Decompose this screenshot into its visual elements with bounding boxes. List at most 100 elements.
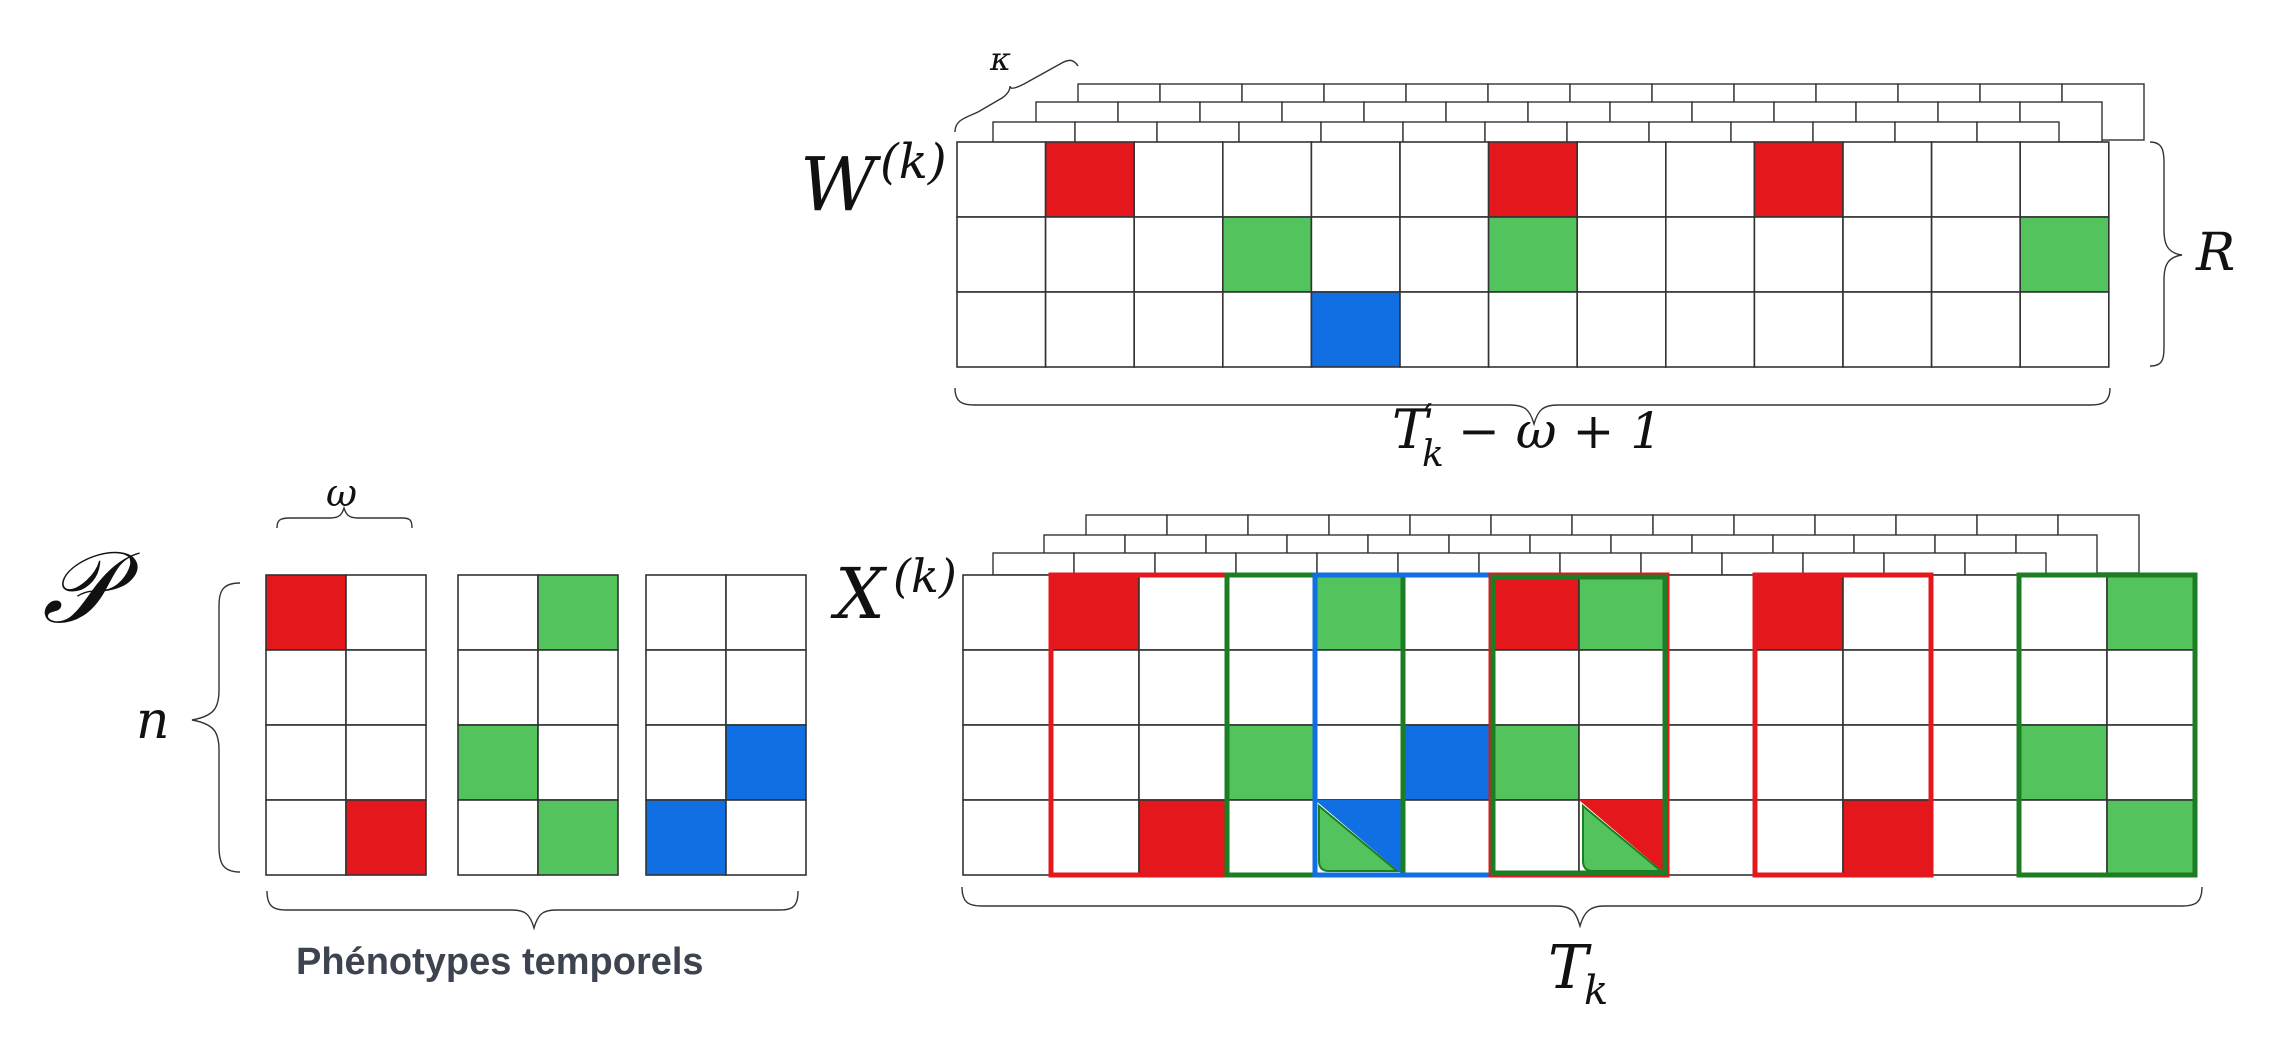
x-cell-r0-c1 [1050, 574, 1140, 651]
w-width-brace [954, 387, 2111, 427]
x-cell-r2-c5 [1402, 724, 1492, 801]
x-cell-r2-c11 [1930, 724, 2020, 801]
w-cell-r2-c10 [1842, 291, 1933, 368]
x-cell-r2-c8 [1666, 724, 1756, 801]
w-cell-r1-c6 [1487, 216, 1578, 293]
w-cell-r2-c0 [956, 291, 1047, 368]
x-cell-r0-c6 [1490, 574, 1580, 651]
x-cell-r0-c2 [1138, 574, 1228, 651]
w-stack-layer2-cell-2 [1156, 121, 1240, 145]
x-cell-r3-c5 [1402, 799, 1492, 876]
x-cell-r0-c12 [2018, 574, 2108, 651]
x-stack-layer2-cell-3 [1235, 552, 1318, 576]
phenotype-2-cell-r2-c1 [725, 724, 807, 801]
phenotype-2-cell-r0-c0 [645, 574, 727, 651]
phenotype-2-cell-r1-c1 [725, 649, 807, 726]
x-cell-r0-c3 [1226, 574, 1316, 651]
x-cell-r2-c0 [962, 724, 1052, 801]
phenotype-0-cell-r0-c1 [345, 574, 427, 651]
w-stack-layer2-cell-7 [1566, 121, 1650, 145]
n-brace [191, 582, 241, 873]
x-cell-r1-c2 [1138, 649, 1228, 726]
w-cell-r0-c9 [1753, 141, 1844, 218]
omega-label: ω [326, 471, 357, 515]
x-cell-r2-c4 [1314, 724, 1404, 801]
phenotype-0-cell-r1-c0 [265, 649, 347, 726]
x-stack-layer2-cell-0 [992, 552, 1075, 576]
x-cell-r1-c5 [1402, 649, 1492, 726]
w-stack-layer2-cell-11 [1894, 121, 1978, 145]
svg-text:T: T [1392, 398, 1432, 461]
x-cell-r3-c1 [1050, 799, 1140, 876]
x-matrix-grid [962, 574, 2196, 876]
phenotype-0-cell-r2-c1 [345, 724, 427, 801]
t-prime-label: T ′ k − ω + 1 [1392, 398, 1662, 475]
x-stack-layer2-cell-9 [1721, 552, 1804, 576]
x-cell-r1-c1 [1050, 649, 1140, 726]
phenotype-2-cell-r2-c0 [645, 724, 727, 801]
r-label: R [2195, 223, 2235, 283]
phenotype-0-cell-r2-c0 [265, 724, 347, 801]
x-cell-r1-c8 [1666, 649, 1756, 726]
w-cell-r0-c4 [1310, 141, 1401, 218]
tk-label: T k [1548, 933, 1608, 1014]
x-cell-r1-c6 [1490, 649, 1580, 726]
x-cell-r0-c7 [1578, 574, 1668, 651]
w-cell-r2-c12 [2019, 291, 2110, 368]
x-cell-r2-c12 [2018, 724, 2108, 801]
kappa-label: κ [989, 40, 1011, 78]
w-cell-r2-c4 [1310, 291, 1401, 368]
x-stack-layer2-cell-11 [1883, 552, 1966, 576]
w-cell-r0-c8 [1665, 141, 1756, 218]
phenotype-0-cell-r1-c1 [345, 649, 427, 726]
w-tensor-stack-layers [992, 83, 2145, 145]
x-stack-layer2-cell-4 [1316, 552, 1399, 576]
w-stack-layer2-cell-9 [1730, 121, 1814, 145]
x-cell-r2-c1 [1050, 724, 1140, 801]
w-cell-r1-c1 [1044, 216, 1135, 293]
w-cell-r2-c3 [1222, 291, 1313, 368]
w-cell-r2-c6 [1487, 291, 1578, 368]
w-cell-r1-c11 [1930, 216, 2021, 293]
svg-text:k: k [1422, 434, 1444, 475]
x-cell-r0-c0 [962, 574, 1052, 651]
w-cell-r1-c12 [2019, 216, 2110, 293]
x-cell-r0-c13 [2106, 574, 2196, 651]
w-cell-r2-c7 [1576, 291, 1667, 368]
phenotype-0-cell-r3-c1 [345, 799, 427, 876]
phenotype-2-cell-r3-c1 [725, 799, 807, 876]
w-cell-r1-c5 [1399, 216, 1490, 293]
w-cell-r0-c0 [956, 141, 1047, 218]
tk-brace [961, 886, 2203, 929]
x-stack-layer2-cell-6 [1478, 552, 1561, 576]
phenotype-1-cell-r3-c1 [537, 799, 619, 876]
w-cell-r2-c9 [1753, 291, 1844, 368]
x-cell-r0-c5 [1402, 574, 1492, 651]
w-cell-r1-c4 [1310, 216, 1401, 293]
n-label: n [136, 691, 170, 751]
x-cell-r1-c0 [962, 649, 1052, 726]
temporal-phenotypes [265, 574, 807, 876]
w-cell-r1-c10 [1842, 216, 1933, 293]
phenotype-1-cell-r2-c0 [457, 724, 539, 801]
w-cell-r0-c11 [1930, 141, 2021, 218]
x-cell-r1-c11 [1930, 649, 2020, 726]
x-cell-r1-c3 [1226, 649, 1316, 726]
w-cell-r1-c8 [1665, 216, 1756, 293]
kappa-brace [954, 59, 1079, 133]
x-cell-r2-c6 [1490, 724, 1580, 801]
x-sliding-windows [1048, 572, 2198, 878]
x-superscript: (k) [893, 549, 957, 603]
w-cell-r2-c2 [1133, 291, 1224, 368]
w-cell-r0-c10 [1842, 141, 1933, 218]
svg-text:T: T [1548, 933, 1592, 1003]
x-stack-layer2-cell-10 [1802, 552, 1885, 576]
phenotype-1-cell-r0-c1 [537, 574, 619, 651]
x-split-top-0 [1315, 800, 1403, 875]
w-superscript: (k) [880, 134, 947, 190]
x-stack-layer2-cell-12 [1964, 552, 2047, 576]
x-window-4 [1490, 574, 1668, 876]
w-label: W [800, 142, 882, 228]
x-cell-r3-c6 [1490, 799, 1580, 876]
